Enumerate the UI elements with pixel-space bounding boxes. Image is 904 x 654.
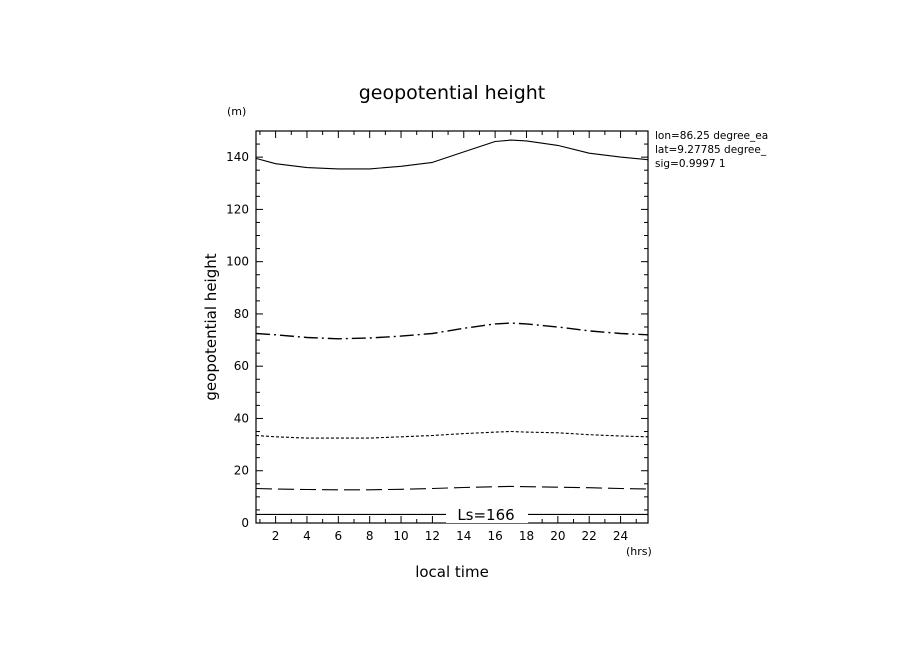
series-line-1-solid: [255, 139, 649, 170]
series-line-3-dotted: [255, 430, 649, 439]
info-line-sig: sig=0.9997 1: [655, 158, 726, 170]
y-tick-label: 120: [226, 202, 249, 216]
x-tick-label: 6: [334, 529, 342, 543]
y-tick-label: 0: [241, 516, 249, 530]
y-axis-label: geopotential height: [202, 253, 220, 400]
y-tick-label: 140: [226, 150, 249, 164]
y-unit-label: (m): [227, 105, 246, 118]
series-line-2-dash-dot: [255, 322, 649, 340]
info-line-lat: lat=9.27785 degree_: [655, 144, 767, 156]
chart-title: geopotential height: [359, 82, 546, 104]
x-tick-label: 24: [613, 529, 628, 543]
x-tick-label: 16: [487, 529, 502, 543]
ls-label-background: [446, 507, 528, 523]
x-tick-label: 8: [366, 529, 374, 543]
x-tick-label: 22: [582, 529, 597, 543]
series-layer: [255, 139, 649, 515]
y-tick-label: 20: [234, 464, 249, 478]
x-tick-label: 18: [519, 529, 534, 543]
plot-frame: [255, 130, 649, 524]
y-tick-label: 80: [234, 307, 249, 321]
x-tick-label: 4: [303, 529, 311, 543]
x-tick-label: 10: [393, 529, 408, 543]
ls-annotation: Ls=166: [457, 506, 514, 524]
x-tick-label: 12: [425, 529, 440, 543]
series-line-4-long-dash: [255, 485, 649, 491]
info-line-lon: lon=86.25 degree_ea: [655, 130, 768, 142]
x-tick-label: 14: [456, 529, 471, 543]
x-unit-label: (hrs): [626, 545, 652, 558]
x-tick-label: 20: [550, 529, 565, 543]
y-tick-label: 100: [226, 255, 249, 269]
x-axis-label: local time: [415, 563, 489, 581]
y-tick-label: 60: [234, 359, 249, 373]
y-tick-label: 40: [234, 411, 249, 425]
x-tick-label: 2: [272, 529, 280, 543]
